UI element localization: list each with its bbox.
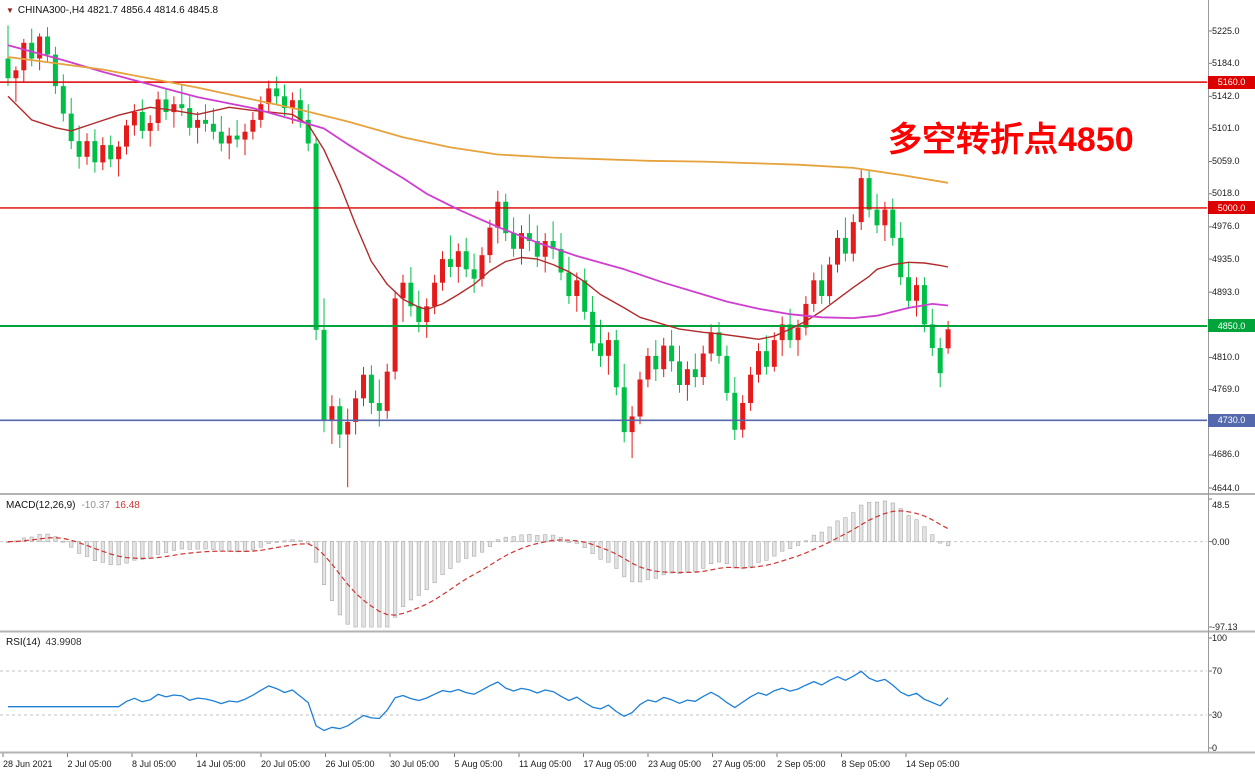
fast-ma (7, 95, 949, 340)
time-axis-label: 26 Jul 05:00 (325, 759, 375, 769)
price-level-tag[interactable]: 4730.0 (1208, 413, 1255, 427)
time-axis-label: 2 Jul 05:00 (67, 759, 112, 769)
time-axis-label: 8 Sep 05:00 (841, 759, 891, 769)
symbol-ohlc-text: CHINA300-,H4 4821.7 4856.4 4814.6 4845.8 (17, 5, 219, 16)
indicator-scale-tick: 30 (1212, 710, 1223, 720)
time-axis-label: 5 Aug 05:00 (454, 759, 503, 769)
macd-name: MACD(12,26,9) (6, 500, 76, 511)
macd-layer (6, 500, 951, 628)
macd-value-signal: 16.48 (114, 500, 140, 511)
price-axis-tick: 4976.0 (1212, 221, 1240, 232)
indicator-scale-tick: 0 (1212, 743, 1218, 753)
price-axis-tick: 5184.0 (1212, 57, 1240, 68)
macd-value-main: -10.37 (81, 500, 110, 511)
annotation-text: 多空转折点4850 (888, 121, 1134, 159)
indicator-scale-tick: -97.13 (1212, 622, 1238, 632)
mid-ma (7, 44, 949, 320)
symbol-dropdown-icon[interactable]: ▼ (6, 5, 14, 15)
moving-averages-layer (7, 44, 949, 340)
price-axis-tick: 4935.0 (1212, 253, 1240, 264)
time-axis-label: 20 Jul 05:00 (261, 759, 311, 769)
price-axis-tick: 5018.0 (1212, 188, 1240, 199)
slow-ma (7, 56, 949, 184)
rsi-name: RSI(14) (6, 637, 41, 648)
time-axis-label: 28 Jun 2021 (3, 759, 53, 769)
price-axis-tick: 4644.0 (1212, 482, 1240, 493)
time-axis-label: 8 Jul 05:00 (132, 759, 177, 769)
price-level-tag[interactable]: 4850.0 (1208, 319, 1255, 333)
time-axis-label: 23 Aug 05:00 (648, 759, 702, 769)
rsi-value: 43.9908 (45, 637, 82, 648)
rsi-layer (8, 670, 949, 732)
price-axis-tick: 4686.0 (1212, 449, 1240, 460)
price-axis-tick: 5101.0 (1212, 123, 1240, 134)
time-axis-label: 14 Sep 05:00 (906, 759, 960, 769)
time-axis-label: 2 Sep 05:00 (777, 759, 826, 769)
time-axis-label: 30 Jul 05:00 (390, 759, 440, 769)
macd-indicator-label: MACD(12,26,9) -10.37 16.48 (6, 500, 140, 511)
price-axis-tick: 5142.0 (1212, 90, 1240, 101)
indicator-scale-tick: 70 (1212, 666, 1223, 676)
time-axis-label: 27 Aug 05:00 (712, 759, 766, 769)
price-level-tag[interactable]: 5000.0 (1208, 201, 1255, 215)
candlesticks-layer (5, 25, 951, 488)
price-axis-tick: 5225.0 (1212, 25, 1240, 36)
indicator-grid-layer (0, 541, 1207, 716)
price-axis-tick: 4893.0 (1212, 286, 1240, 297)
time-axis-label: 17 Aug 05:00 (583, 759, 637, 769)
price-axis-tick: 4769.0 (1212, 384, 1240, 395)
rsi-indicator-label: RSI(14) 43.9908 (6, 637, 82, 648)
price-level-tag[interactable]: 5160.0 (1208, 75, 1255, 89)
symbol-info-bar: ▼ CHINA300-,H4 4821.7 4856.4 4814.6 4845… (6, 5, 218, 16)
price-axis-tick: 5059.0 (1212, 156, 1240, 167)
indicator-scale-tick: 100 (1212, 633, 1228, 643)
indicator-scale-tick: 48.5 (1212, 500, 1230, 510)
indicator-scale-tick: 0.00 (1212, 536, 1230, 547)
time-axis-label: 14 Jul 05:00 (196, 759, 246, 769)
price-axis-tick: 4810.0 (1212, 351, 1240, 362)
panel-separators-layer (0, 0, 1255, 757)
time-axis-label: 11 Aug 05:00 (519, 759, 572, 769)
horizontal-levels-layer[interactable] (0, 81, 1207, 422)
